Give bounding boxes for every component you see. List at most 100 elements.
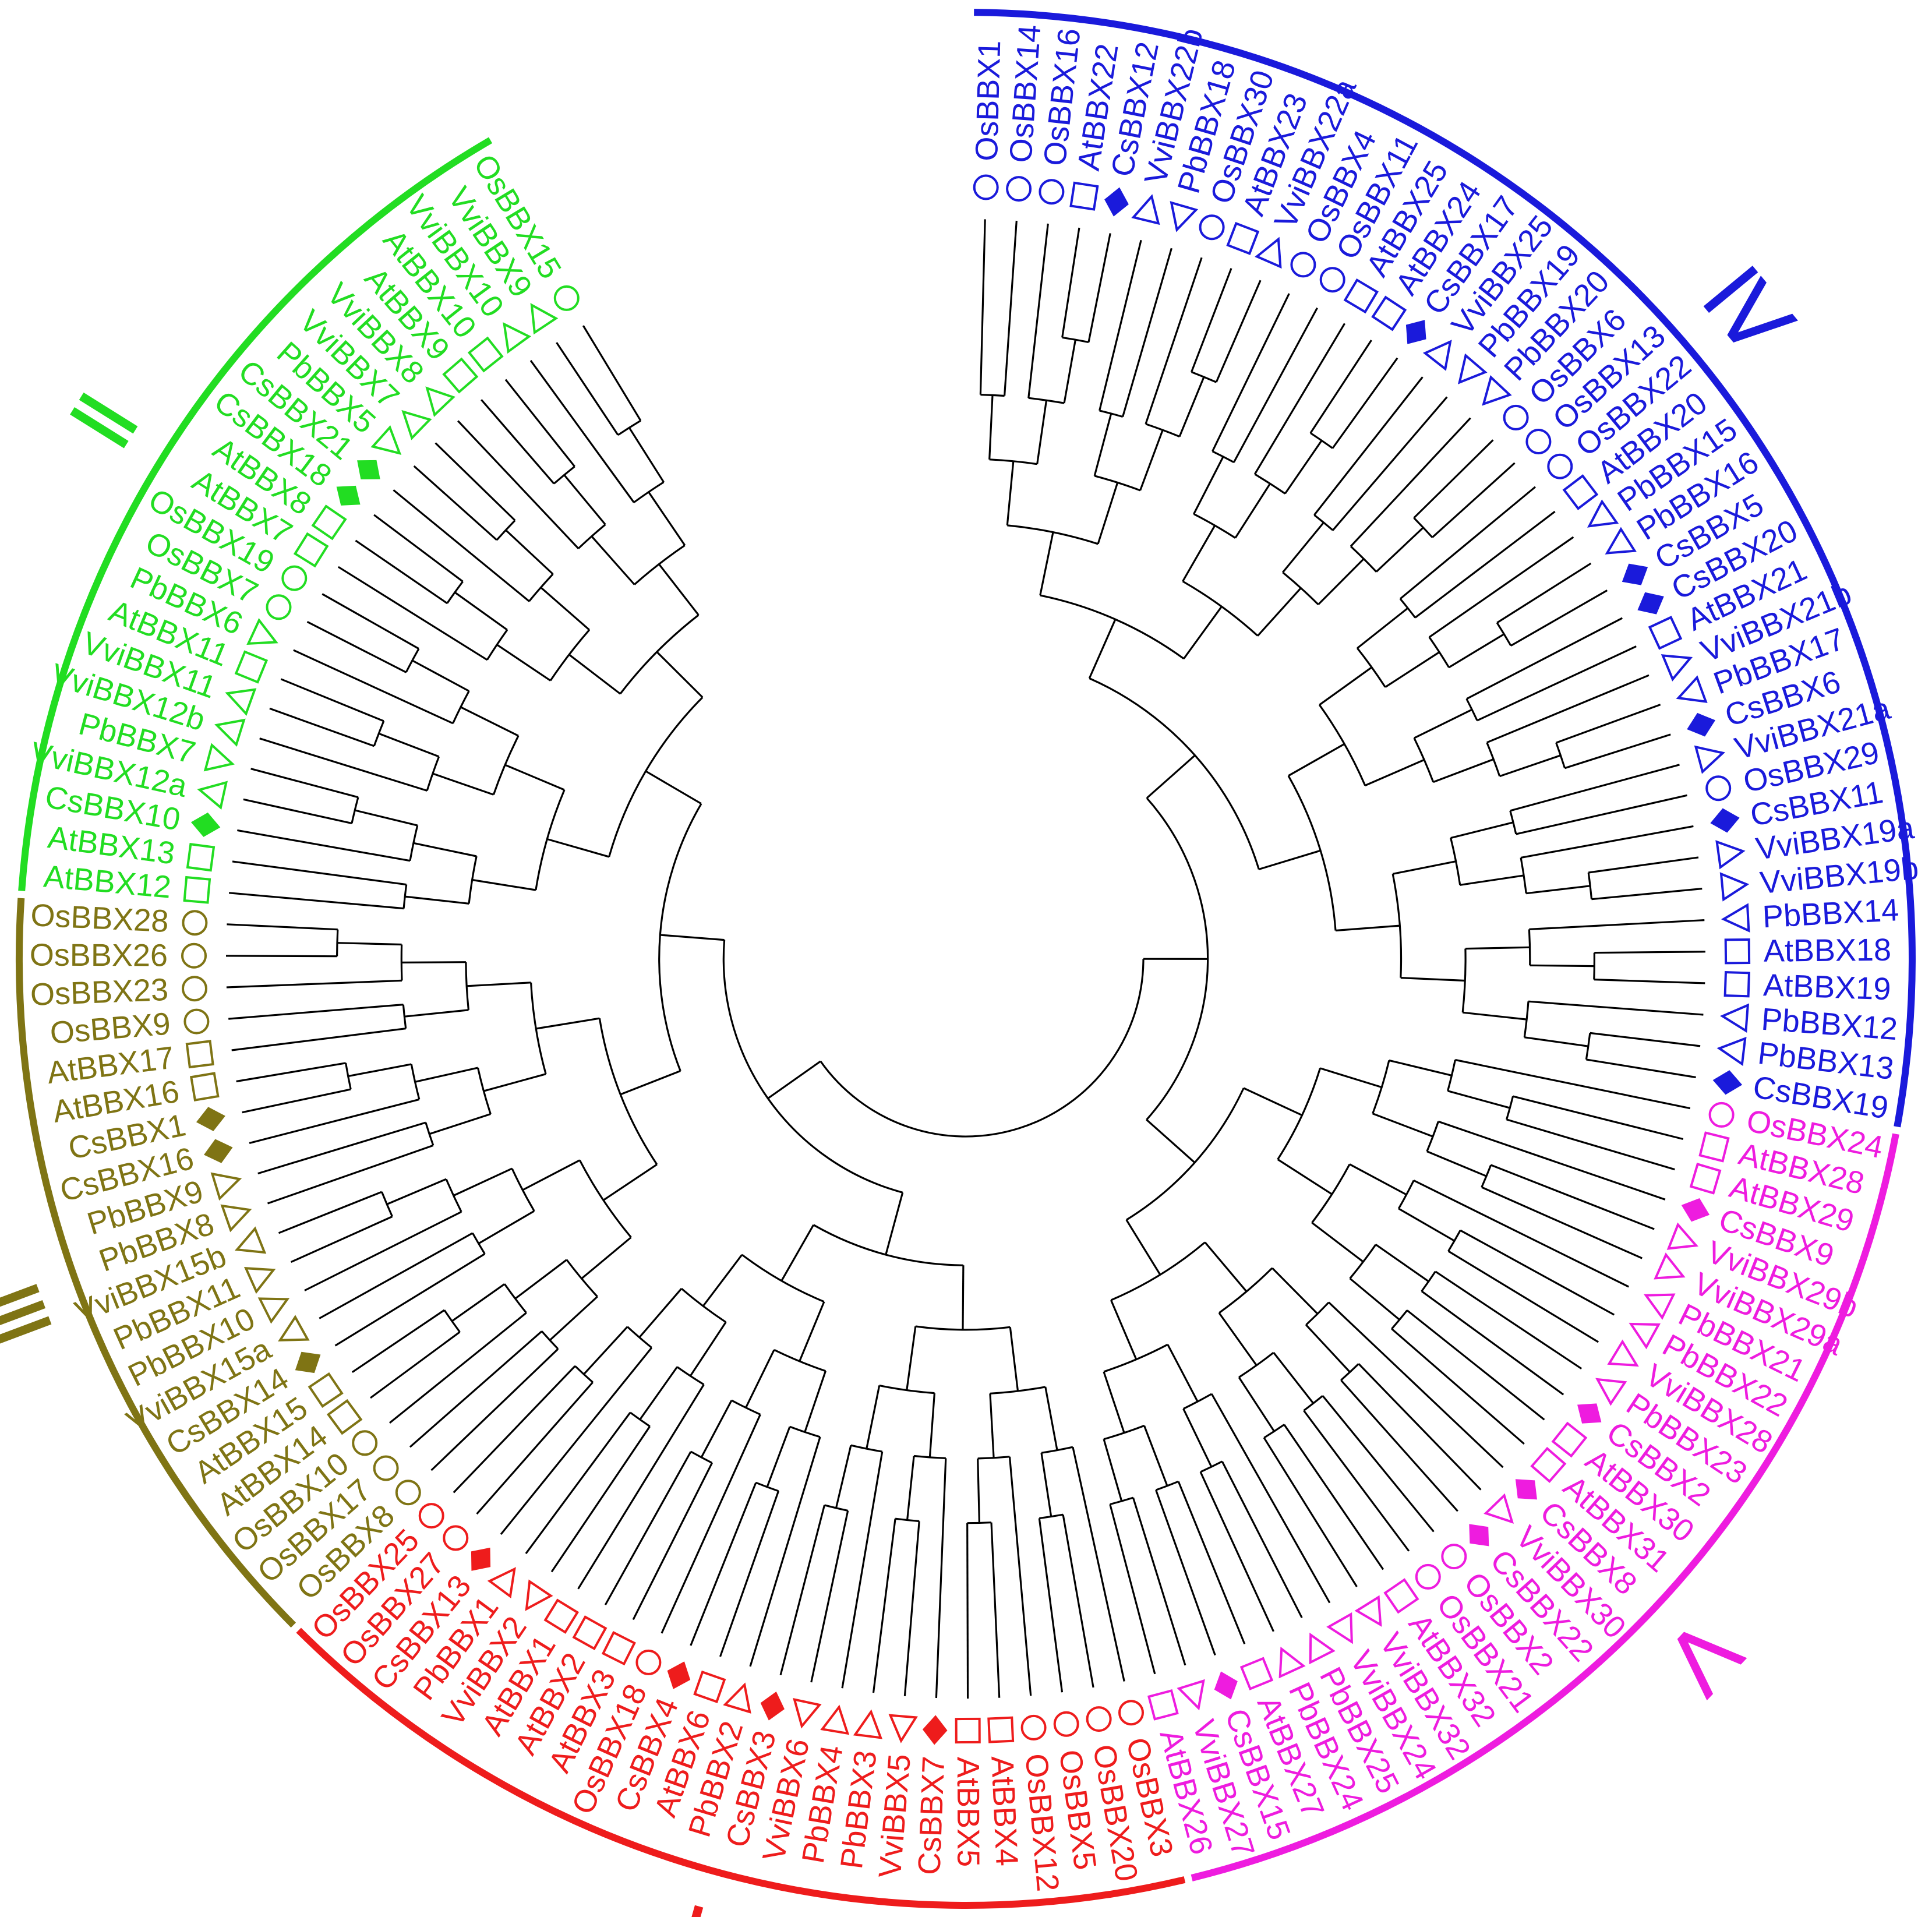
branch-line-227 xyxy=(928,1393,935,1458)
branch-line-155 xyxy=(1375,1244,1429,1283)
branch-arc-64 xyxy=(1287,775,1337,931)
branch-line-247 xyxy=(749,1436,821,1667)
branch-line-290 xyxy=(451,1283,506,1322)
marker-pbbbx3 xyxy=(853,1709,883,1739)
marker-vvibbx22b xyxy=(1131,194,1160,225)
branch-arc-181 xyxy=(1263,1424,1285,1439)
branch-line-174 xyxy=(1218,1312,1258,1366)
branch-arc-210 xyxy=(990,1386,1046,1394)
marker-osbbx4 xyxy=(1290,252,1316,278)
marker-csbbx4 xyxy=(667,1661,691,1689)
branch-line-384 xyxy=(413,465,497,541)
marker-vvibbx19b xyxy=(1719,872,1750,902)
branch-arc-276 xyxy=(658,803,702,1072)
branch-line-192 xyxy=(1199,1471,1274,1632)
marker-vvibbx15b xyxy=(234,1226,267,1254)
marker-osbbx11 xyxy=(1319,267,1345,293)
branch-line-76 xyxy=(1448,633,1505,669)
branch-line-311 xyxy=(429,1113,491,1135)
branch-arc-308 xyxy=(530,982,547,1075)
branch-line-27 xyxy=(1122,248,1172,417)
branch-line-258 xyxy=(604,1451,692,1605)
branch-line-18 xyxy=(1063,339,1076,404)
branch-line-104 xyxy=(1526,885,1591,895)
branch-arc-156 xyxy=(1421,1270,1436,1292)
branch-line-397 xyxy=(529,359,635,503)
branch-arc-190 xyxy=(1200,1460,1223,1473)
group-arc-iii xyxy=(15,898,296,1628)
branch-line-135 xyxy=(1513,1095,1684,1141)
marker-atbbx14 xyxy=(326,1399,363,1435)
branch-line-203 xyxy=(767,1060,821,1100)
branch-arc-70 xyxy=(1399,598,1416,619)
branch-line-267 xyxy=(525,1411,631,1555)
branch-arc-242 xyxy=(741,1254,825,1303)
marker-osbbx28 xyxy=(182,910,208,936)
marker-osbbx15 xyxy=(553,285,580,311)
branch-line-286 xyxy=(409,1330,543,1448)
branch-arc-53 xyxy=(1313,514,1334,531)
marker-atbbx6 xyxy=(693,1670,726,1703)
marker-vvibbx30 xyxy=(1484,1493,1514,1524)
branch-line-140 xyxy=(1426,1150,1487,1177)
marker-osbbx26 xyxy=(181,942,207,969)
branch-line-268 xyxy=(638,1288,683,1339)
marker-pbbbx17 xyxy=(1676,675,1708,703)
marker-csbbx13 xyxy=(471,1547,491,1571)
branch-line-107 xyxy=(1591,888,1703,901)
marker-vvibbx12b xyxy=(214,718,246,747)
branch-line-277 xyxy=(620,1070,681,1096)
branch-line-142 xyxy=(1490,1164,1655,1230)
branch-line-236 xyxy=(841,1451,884,1689)
branch-arc-2 xyxy=(1146,797,1209,1121)
branch-line-394 xyxy=(504,379,575,467)
branch-line-157 xyxy=(1435,1270,1583,1370)
branch-line-381 xyxy=(393,489,530,602)
branch-arc-111 xyxy=(1528,929,1531,966)
branch-arc-208 xyxy=(915,1325,1011,1331)
branch-line-20 xyxy=(1061,227,1080,338)
marker-atbbx21 xyxy=(1648,616,1683,650)
leaf-label-osbbx28: OsBBX28 xyxy=(30,898,169,939)
leaf-labels: OsBBX1OsBBX14OsBBX16AtBBX22CsBBX12VviBBX… xyxy=(27,24,1920,1893)
marker-csbbx21 xyxy=(357,460,380,479)
leaf-label-csbbx7: CsBBX7 xyxy=(912,1756,951,1876)
group-arc-i xyxy=(296,1627,1186,1909)
marker-atbbx23 xyxy=(1226,221,1260,255)
marker-csbbx12 xyxy=(1104,187,1129,217)
marker-vvibbx21a xyxy=(1694,745,1725,774)
branch-line-79 xyxy=(1510,589,1608,647)
branch-line-48 xyxy=(1309,340,1372,434)
branch-arc-249 xyxy=(755,1481,779,1492)
branch-line-37 xyxy=(1182,525,1216,582)
marker-csbbx18 xyxy=(336,485,361,506)
branch-line-251 xyxy=(690,1482,757,1646)
branch-arc-138 xyxy=(1426,1121,1439,1152)
branch-arc-244 xyxy=(773,1348,826,1372)
branch-line-124 xyxy=(1146,1119,1196,1163)
branch-arc-187 xyxy=(1183,1393,1213,1410)
branch-line-197 xyxy=(1177,1481,1246,1644)
marker-osbbx5 xyxy=(1053,1711,1079,1737)
branch-line-363 xyxy=(293,649,454,725)
branch-line-275 xyxy=(660,934,725,941)
branch-line-266 xyxy=(550,1425,651,1573)
branch-line-344 xyxy=(232,860,407,886)
marker-osbbx17 xyxy=(373,1455,399,1481)
branch-line-218 xyxy=(989,1393,995,1458)
marker-pbbbx12 xyxy=(1719,1003,1750,1033)
branch-line-299 xyxy=(319,1232,474,1319)
marker-csbbx20 xyxy=(1637,592,1664,615)
branch-line-67 xyxy=(1319,666,1373,706)
marker-csbbx15 xyxy=(1214,1671,1238,1700)
branch-line-130 xyxy=(1389,1059,1452,1076)
branch-line-209 xyxy=(1009,1327,1019,1392)
branch-line-24 xyxy=(1093,413,1112,476)
branch-line-213 xyxy=(1072,1446,1125,1682)
branch-line-5 xyxy=(1088,619,1117,679)
marker-atbbx31 xyxy=(1530,1446,1567,1483)
branch-line-241 xyxy=(780,1224,815,1281)
branch-arc-6 xyxy=(1040,594,1185,660)
marker-osbbx21 xyxy=(1415,1563,1441,1590)
marker-csbbx8 xyxy=(1515,1479,1537,1500)
